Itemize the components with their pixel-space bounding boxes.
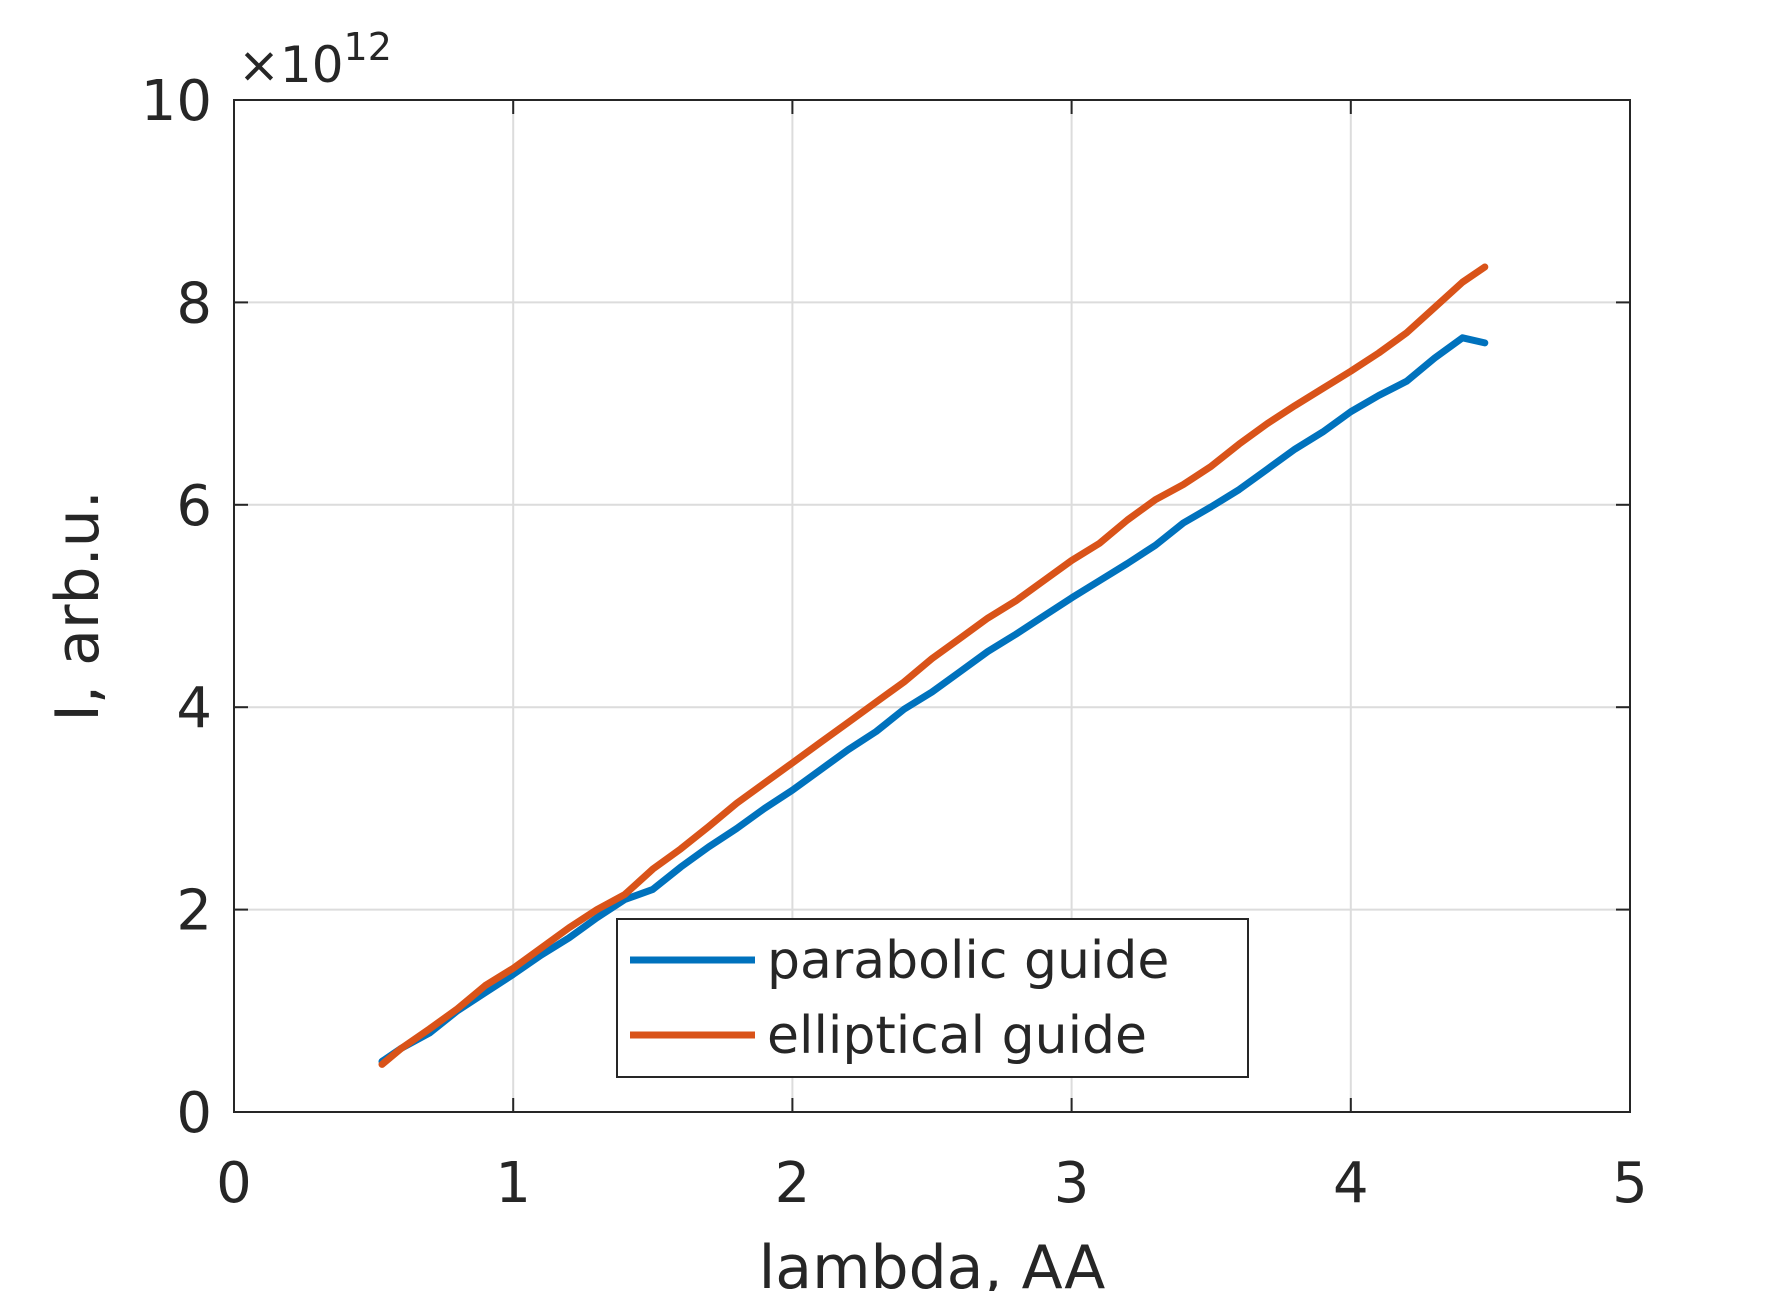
x-tick-label: 4	[1333, 1151, 1369, 1216]
y-tick-label: 0	[176, 1081, 212, 1146]
legend-label-elliptical: elliptical guide	[767, 1006, 1147, 1066]
y-tick-label: 4	[176, 676, 212, 741]
x-tick-label: 2	[775, 1151, 811, 1216]
y-tick-label: 8	[176, 271, 212, 336]
y-tick-label: 2	[176, 879, 212, 944]
grid	[234, 100, 1630, 1112]
series-line-parabolic	[378, 334, 1489, 1065]
legend-box	[616, 918, 1249, 1078]
plot-frame	[233, 99, 1631, 1113]
x-tick-label: 5	[1612, 1151, 1648, 1216]
x-tick-label: 0	[216, 1151, 252, 1216]
y-axis-label: I, arb.u.	[43, 490, 113, 722]
x-axis-label: lambda, AA	[759, 1233, 1106, 1291]
y-tick-label: 10	[141, 69, 212, 134]
legend-label-parabolic: parabolic guide	[767, 931, 1169, 991]
y-exponent-label: ×1012	[238, 25, 392, 94]
series-line-elliptical	[378, 263, 1489, 1068]
legend: parabolic guide elliptical guide	[616, 918, 1249, 1078]
series-layer	[378, 263, 1489, 1068]
tick-labels: 0 1 2 3 4 5 0 2 4 6 8 10	[141, 69, 1648, 1216]
x-tick-label: 3	[1054, 1151, 1090, 1216]
x-tick-label: 1	[495, 1151, 531, 1216]
y-tick-label: 6	[176, 474, 212, 539]
ticks	[233, 99, 1631, 1113]
